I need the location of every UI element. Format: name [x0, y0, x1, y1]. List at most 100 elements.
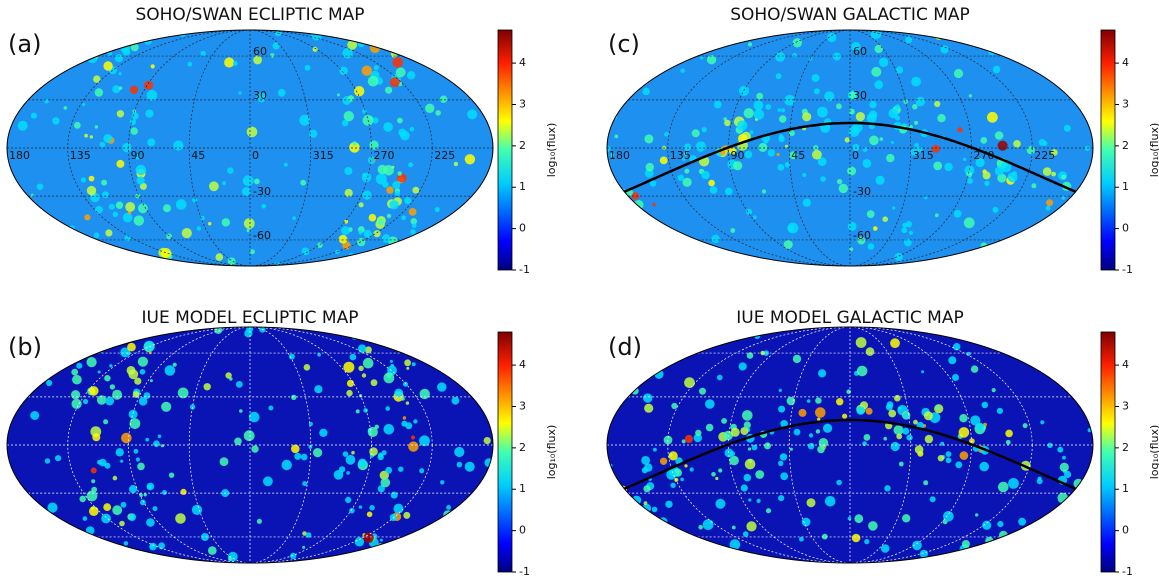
source: [55, 455, 62, 462]
source: [175, 199, 187, 210]
source: [643, 485, 651, 493]
source: [718, 468, 723, 473]
source: [436, 526, 445, 535]
source: [610, 153, 615, 157]
source: [896, 433, 903, 440]
source: [979, 461, 989, 472]
source: [653, 256, 660, 263]
source: [308, 445, 313, 449]
source: [981, 401, 989, 409]
source: [145, 109, 154, 118]
colorbar-tick-label: 2: [519, 441, 526, 454]
source: [914, 143, 919, 148]
source: [813, 88, 820, 95]
colorbar-label: log₁₀(flux): [1148, 425, 1159, 480]
source: [363, 229, 372, 238]
meridian: [188, 327, 312, 563]
source: [1056, 222, 1064, 231]
source: [778, 388, 782, 392]
source: [882, 216, 888, 222]
source: [71, 390, 81, 400]
source: [437, 382, 447, 392]
source: [86, 185, 97, 196]
source: [410, 218, 418, 225]
source: [173, 140, 184, 151]
colorbar-tick-label: 2: [519, 139, 526, 152]
source: [684, 464, 688, 468]
source: [232, 61, 238, 66]
panel: SOHO/SWAN GALACTIC MAP (c) 180 135 90 45 0 315 2…: [606, 5, 1159, 276]
source: [1022, 423, 1028, 429]
source: [683, 152, 688, 156]
source: [609, 199, 617, 206]
source: [177, 387, 189, 399]
source: [351, 450, 355, 455]
source: [836, 103, 842, 110]
source: [404, 197, 412, 205]
source: [693, 433, 702, 443]
source: [288, 353, 295, 360]
source: [824, 496, 836, 507]
colorbar: [497, 29, 513, 271]
source: [253, 55, 262, 65]
source: [1050, 149, 1058, 156]
meridian: [788, 30, 912, 266]
source: [346, 379, 355, 387]
source: [642, 503, 652, 513]
source: [765, 508, 772, 514]
source: [945, 457, 952, 464]
source: [382, 181, 389, 188]
latitude-label: -30: [253, 185, 271, 198]
source: [149, 542, 157, 551]
source: [890, 141, 894, 144]
source: [672, 344, 679, 352]
source: [764, 442, 771, 450]
source: [122, 142, 132, 153]
colorbar-tick-label: -1: [1122, 565, 1133, 578]
source: [88, 30, 93, 32]
source: [462, 254, 466, 258]
source: [644, 168, 654, 178]
source: [97, 459, 102, 465]
source: [627, 215, 634, 223]
source: [137, 462, 145, 471]
source: [241, 187, 251, 196]
source: [915, 96, 926, 107]
panel-title: SOHO/SWAN GALACTIC MAP: [730, 5, 970, 25]
source: [84, 133, 88, 138]
source: [761, 189, 767, 194]
source: [394, 190, 401, 196]
source: [618, 508, 622, 513]
source: [802, 112, 812, 122]
source: [975, 157, 985, 168]
source: [456, 461, 463, 468]
source: [116, 327, 123, 333]
source: [865, 407, 873, 415]
source: [234, 437, 242, 446]
longitude-label: 45: [791, 149, 805, 162]
source: [281, 459, 292, 471]
source: [873, 226, 878, 231]
source: [343, 111, 354, 122]
map-outline: [606, 326, 1094, 564]
source: [439, 539, 443, 544]
longitude-label: 180: [609, 149, 630, 162]
source: [309, 129, 318, 138]
source: [460, 62, 466, 68]
source: [373, 230, 381, 238]
source: [1087, 106, 1093, 113]
source: [744, 150, 753, 159]
source: [408, 208, 417, 216]
source: [345, 454, 356, 465]
source: [134, 154, 140, 160]
source: [998, 481, 1009, 493]
source: [607, 478, 615, 488]
source: [780, 472, 789, 481]
source: [57, 536, 63, 543]
source: [753, 215, 757, 219]
source: [337, 93, 340, 97]
longitude-label: 270: [974, 149, 995, 162]
source: [705, 423, 714, 432]
source: [862, 441, 867, 447]
source: [743, 108, 754, 119]
